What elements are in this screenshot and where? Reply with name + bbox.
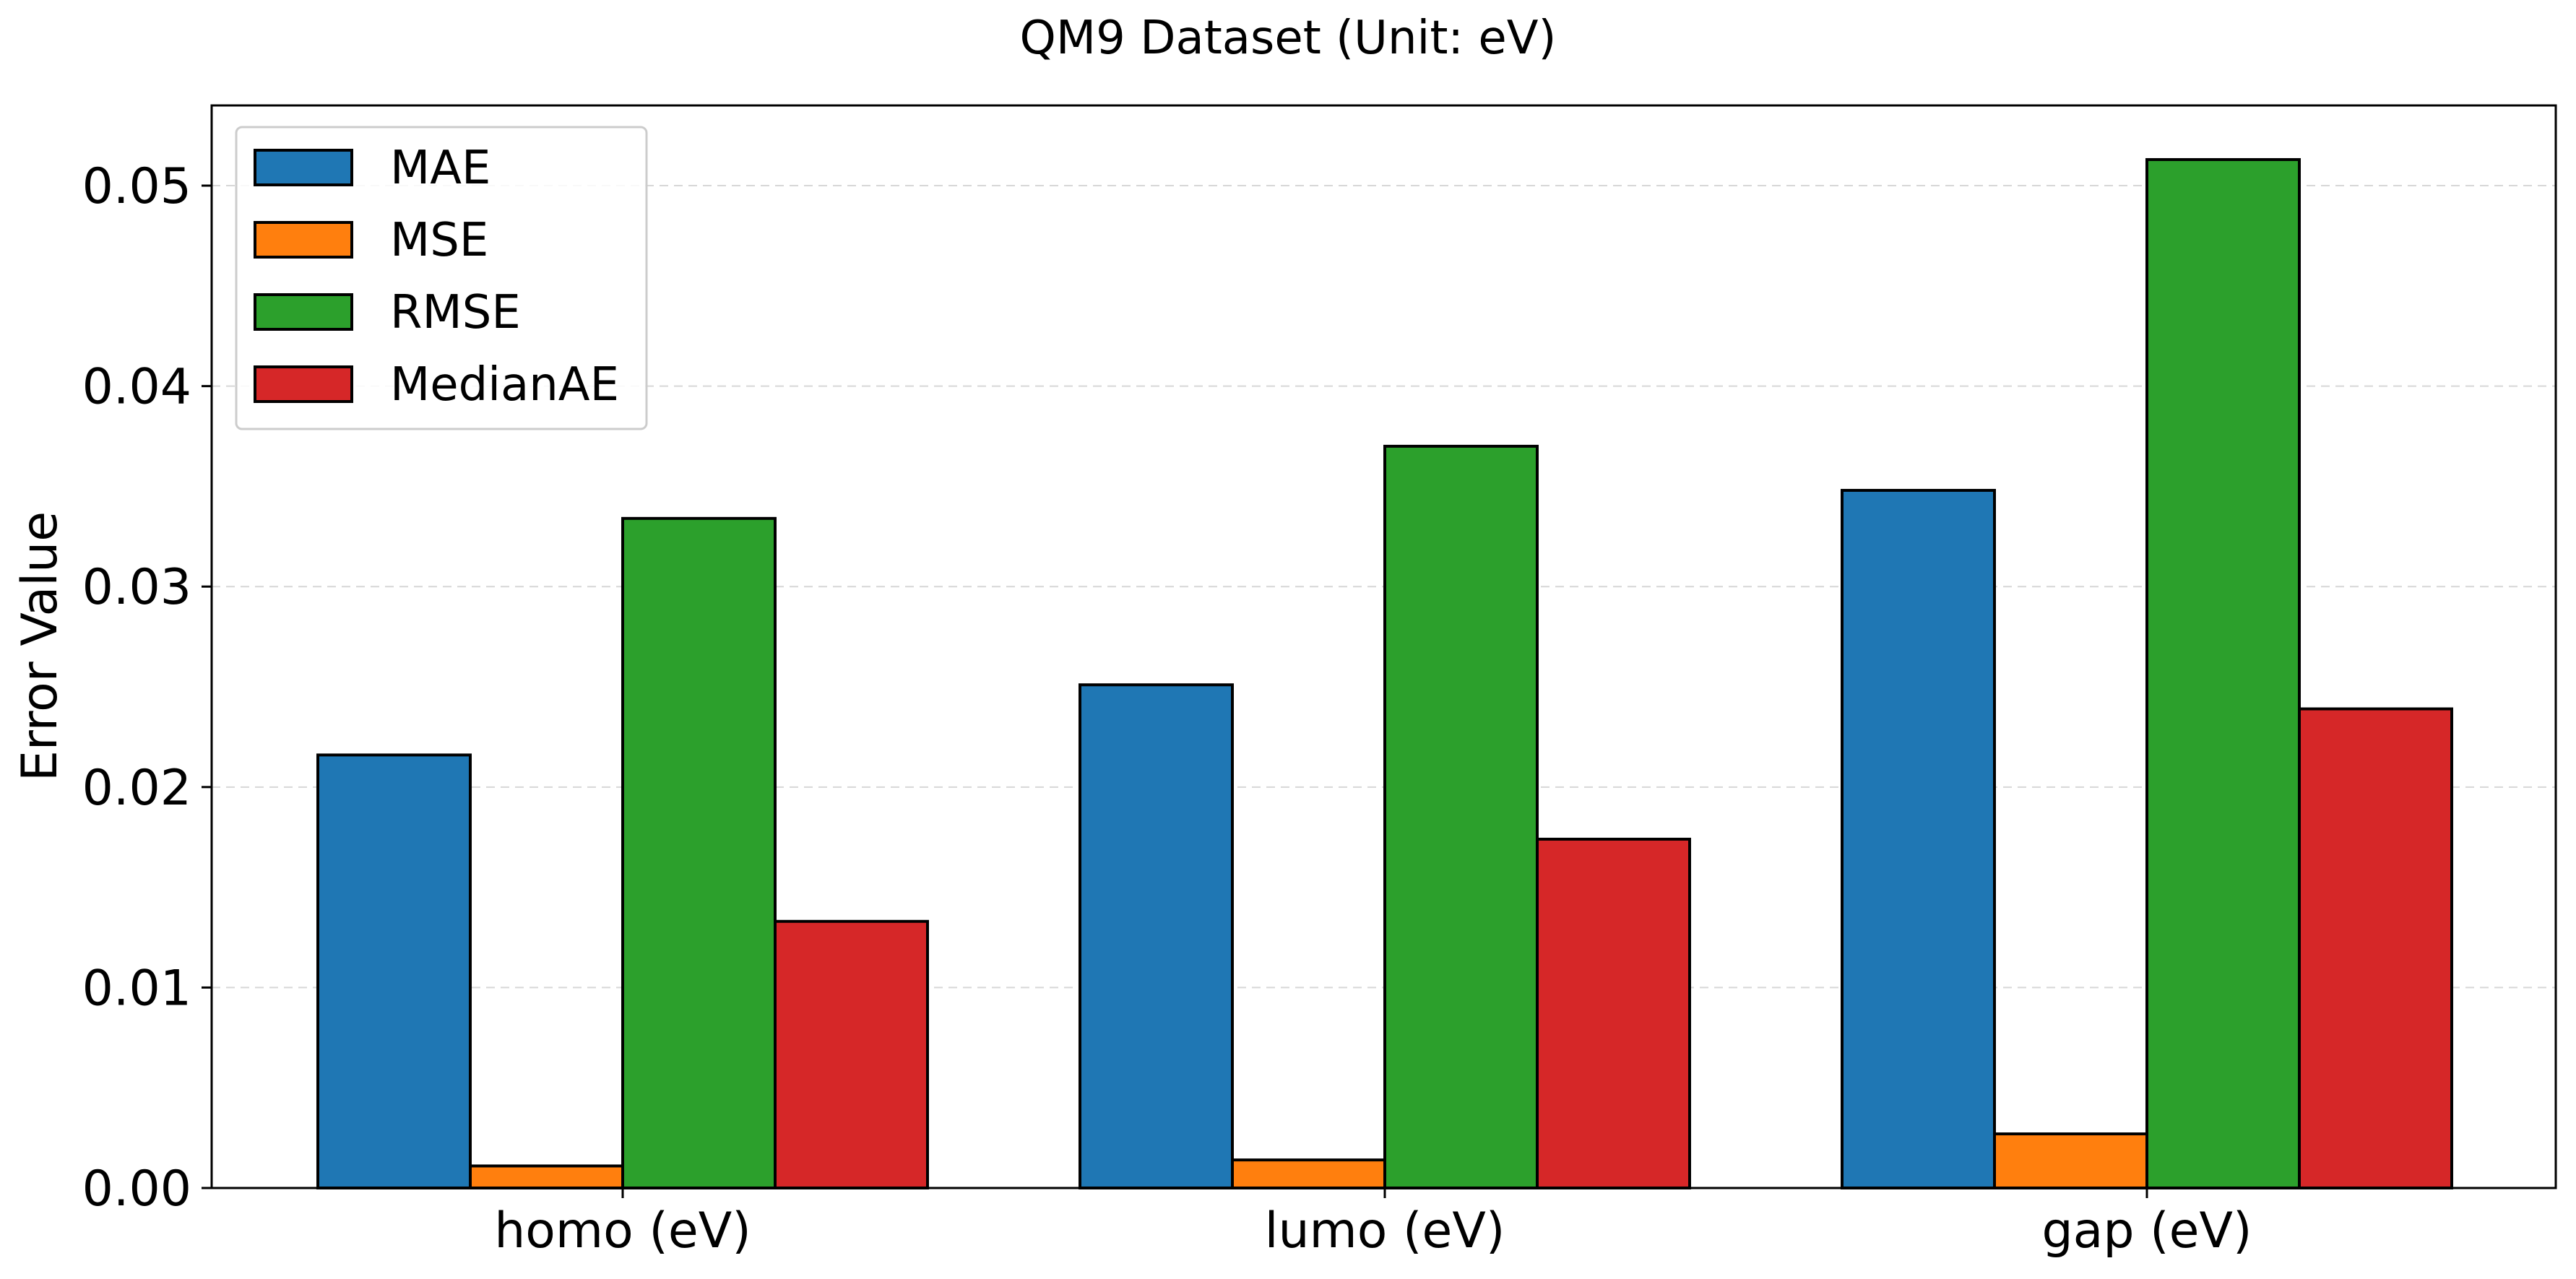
- bar-medianae-3: [2298, 707, 2453, 1189]
- legend: MAE MSE RMSE MedianAE: [235, 126, 648, 430]
- x-tick-label: lumo (eV): [1265, 1202, 1505, 1260]
- y-tick-label: 0.00: [82, 1161, 191, 1218]
- legend-swatch-rmse: [254, 293, 353, 331]
- legend-label-medianae: MedianAE: [390, 358, 619, 412]
- y-axis-label: Error Value: [12, 511, 69, 781]
- bar-rmse-3: [2145, 157, 2301, 1190]
- y-tick-label: 0.03: [82, 559, 191, 616]
- bar-medianae-2: [1536, 837, 1691, 1189]
- bar-mae-3: [1841, 488, 1996, 1189]
- legend-label-mse: MSE: [390, 214, 488, 267]
- y-tick-label: 0.05: [82, 158, 191, 215]
- y-tick-label: 0.02: [82, 760, 191, 817]
- x-tick-label: homo (eV): [494, 1202, 751, 1260]
- bars: [316, 157, 2453, 1190]
- bar-rmse-1: [621, 516, 777, 1189]
- y-tick-label: 0.04: [82, 359, 191, 416]
- bar-mse-1: [469, 1164, 624, 1190]
- y-axis-ticks: 0.00 0.01 0.02 0.03 0.04 0.05: [82, 158, 212, 1218]
- bar-medianae-1: [774, 919, 929, 1190]
- legend-label-rmse: RMSE: [390, 286, 521, 339]
- legend-label-mae: MAE: [390, 142, 490, 195]
- legend-swatch-medianae: [254, 365, 353, 403]
- legend-swatch-mae: [254, 149, 353, 186]
- legend-swatch-mse: [254, 221, 353, 259]
- legend-box: [235, 126, 648, 430]
- chart-title: QM9 Dataset (Unit: eV): [1020, 12, 1557, 65]
- x-tick-label: gap (eV): [2041, 1202, 2252, 1260]
- bar-mse-3: [1993, 1132, 2148, 1190]
- bar-mae-1: [316, 753, 472, 1189]
- bar-mse-2: [1231, 1158, 1386, 1190]
- bar-mae-2: [1079, 683, 1234, 1189]
- x-axis-ticks: homo (eV) lumo (eV) gap (eV): [494, 1188, 2252, 1260]
- bar-rmse-2: [1383, 444, 1539, 1190]
- y-tick-label: 0.01: [82, 960, 191, 1017]
